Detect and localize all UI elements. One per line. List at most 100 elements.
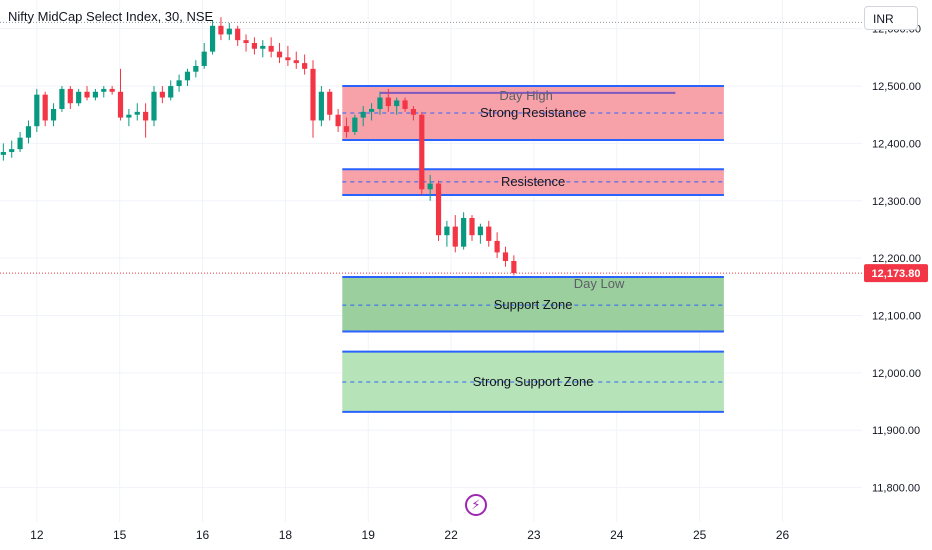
candle[interactable] [427, 174, 433, 201]
candle[interactable] [452, 215, 458, 253]
candle[interactable] [486, 220, 492, 247]
candle[interactable] [0, 143, 6, 161]
candle[interactable] [435, 180, 442, 241]
candle-body [50, 108, 57, 121]
candle-body [151, 91, 157, 121]
candle[interactable] [410, 106, 417, 121]
candle[interactable] [168, 80, 174, 101]
candle[interactable] [260, 40, 266, 58]
zone-resistance-strong [342, 86, 724, 140]
candle[interactable] [318, 86, 324, 127]
candle[interactable] [419, 111, 425, 196]
candle-body [276, 51, 283, 58]
candle[interactable] [59, 86, 65, 112]
candle[interactable] [469, 215, 475, 241]
candle[interactable] [151, 86, 157, 127]
candle[interactable] [159, 86, 165, 104]
candle-body [101, 88, 107, 92]
candle[interactable] [461, 212, 467, 250]
candle[interactable] [302, 54, 308, 75]
lightning-icon[interactable]: ⚡ [465, 494, 487, 516]
candle-body [310, 68, 316, 121]
candle-body [302, 63, 308, 69]
candle[interactable] [101, 86, 107, 98]
candle[interactable] [176, 74, 182, 92]
candle[interactable] [42, 91, 48, 127]
y-tick-label: 12,100.00 [872, 310, 921, 322]
candle[interactable] [25, 120, 32, 144]
candle[interactable] [92, 88, 99, 101]
candle-body [9, 149, 15, 153]
candle[interactable] [402, 97, 408, 112]
candle[interactable] [226, 22, 232, 41]
candle[interactable] [394, 97, 400, 115]
candle-body [469, 217, 475, 236]
candle-body [126, 114, 132, 118]
candle[interactable] [502, 246, 509, 267]
candle[interactable] [377, 91, 383, 115]
candle[interactable] [9, 140, 15, 158]
candle[interactable] [201, 43, 207, 69]
y-tick-label: 12,000.00 [872, 368, 921, 380]
candle[interactable] [143, 103, 149, 138]
candle[interactable] [251, 37, 258, 55]
candle-body [59, 88, 65, 109]
candle-body [444, 226, 450, 236]
candle[interactable] [76, 88, 82, 107]
candle-body [511, 261, 517, 274]
x-tick-label: 22 [444, 528, 458, 542]
candle-body [209, 25, 216, 52]
candle[interactable] [352, 114, 358, 135]
candle[interactable] [209, 20, 216, 55]
candle[interactable] [385, 88, 391, 112]
x-tick-label: 19 [362, 528, 376, 542]
candle[interactable] [327, 88, 333, 121]
candle[interactable] [243, 34, 249, 52]
candle[interactable] [368, 103, 375, 121]
candle[interactable] [84, 86, 90, 101]
candle[interactable] [360, 106, 366, 127]
candle-body [243, 40, 249, 44]
candle[interactable] [293, 51, 299, 69]
candle[interactable] [109, 86, 115, 95]
candle[interactable] [310, 60, 316, 138]
candle[interactable] [477, 223, 483, 244]
candle-body [84, 91, 90, 98]
candle-body [502, 252, 509, 261]
candle-body [394, 100, 400, 107]
candle-body [109, 88, 115, 92]
candle-body [76, 91, 82, 104]
x-tick-label: 25 [693, 528, 707, 542]
currency-selector[interactable]: INR [864, 6, 918, 30]
symbol-title[interactable]: Nifty MidCap Select Index, 30, NSE [8, 9, 214, 24]
candle[interactable] [335, 108, 341, 132]
candle-body [368, 108, 375, 112]
candle[interactable] [494, 232, 500, 259]
candle[interactable] [17, 131, 23, 153]
candle[interactable] [117, 68, 124, 121]
candle[interactable] [126, 108, 132, 127]
candle[interactable] [34, 88, 40, 132]
candle[interactable] [444, 220, 450, 247]
candle[interactable] [134, 103, 140, 121]
candle[interactable] [235, 25, 241, 46]
candle[interactable] [276, 43, 283, 64]
candle[interactable] [268, 37, 274, 58]
candle[interactable] [50, 103, 57, 127]
candle[interactable] [218, 17, 224, 41]
candle-body [25, 126, 32, 138]
candle[interactable] [285, 45, 291, 66]
x-tick-label: 12 [30, 528, 44, 542]
candle-body [402, 100, 408, 109]
candle-body [360, 111, 366, 118]
candle-body [452, 226, 458, 247]
candle[interactable] [193, 60, 199, 78]
candle[interactable] [343, 117, 350, 138]
candle[interactable] [184, 68, 191, 87]
candle-body [0, 152, 6, 155]
price-badge [864, 264, 928, 283]
candle[interactable] [511, 255, 517, 276]
candle[interactable] [67, 86, 73, 109]
